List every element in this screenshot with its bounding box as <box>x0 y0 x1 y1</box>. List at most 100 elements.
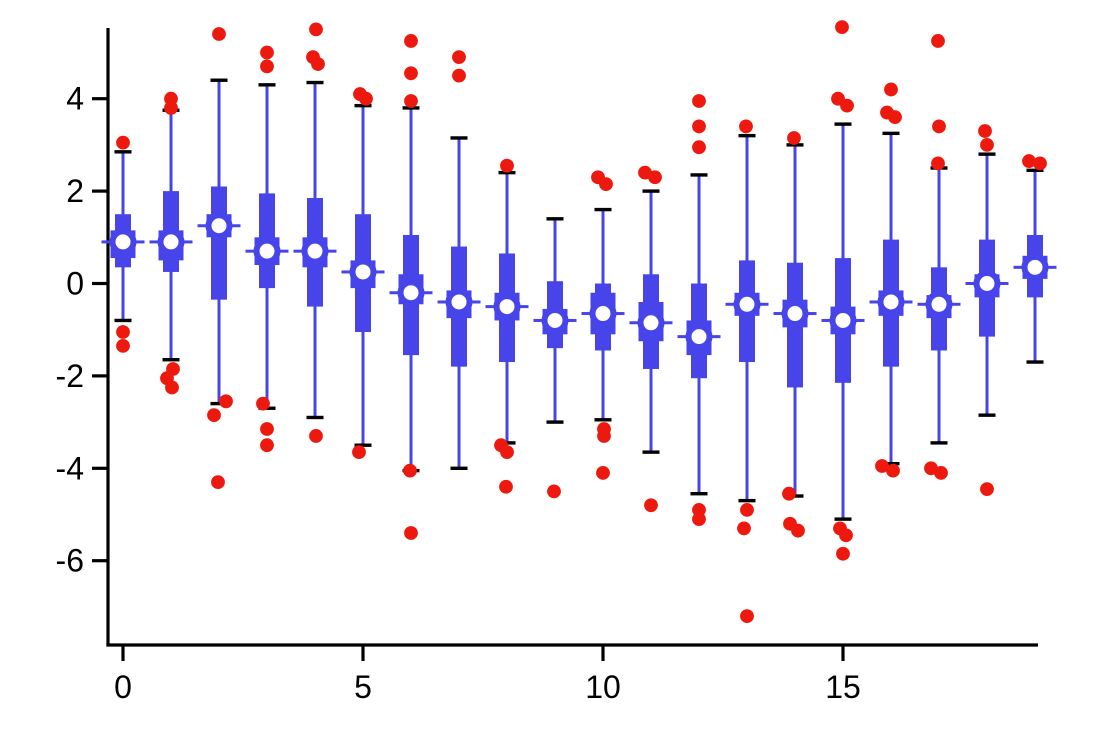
outlier-dot <box>740 609 754 624</box>
box-group-5 <box>341 103 385 447</box>
box-group-2 <box>197 78 241 406</box>
outlier-dot <box>311 57 325 71</box>
outlier-dot <box>547 484 561 499</box>
whisker-cap-bottom <box>738 498 756 503</box>
whisker-cap-bottom <box>690 492 708 496</box>
median-circle <box>493 293 521 321</box>
outlier-dot <box>260 59 274 74</box>
whisker-cap-bottom <box>162 358 180 362</box>
outlier-dot <box>980 138 994 152</box>
outlier-dot <box>404 526 418 540</box>
box-group-11 <box>629 189 673 454</box>
outlier-dot <box>260 45 274 60</box>
whisker-cap-top <box>738 133 756 138</box>
whisker-cap-bottom <box>642 450 660 454</box>
outlier-dot <box>886 463 900 478</box>
outlier-dot <box>884 82 898 97</box>
outlier-dot <box>932 119 946 134</box>
median-circle <box>829 306 857 334</box>
whisker-cap-top <box>594 207 612 212</box>
whisker-cap-bottom <box>546 420 564 424</box>
median-circle <box>973 270 1001 297</box>
box-group-19 <box>1013 168 1057 364</box>
whisker-cap-bottom <box>834 517 852 521</box>
whisker-cap-top <box>546 217 564 221</box>
outlier-dot <box>740 502 754 517</box>
x-tick-label: 5 <box>354 669 372 705</box>
outlier-dot <box>260 438 274 453</box>
outlier-dot <box>737 521 751 536</box>
whisker-cap-top <box>882 131 900 136</box>
whisker-cap-bottom <box>210 401 228 406</box>
outlier-dot <box>404 66 418 81</box>
outlier-dot <box>403 463 417 478</box>
box-group-3 <box>245 83 289 410</box>
y-tick-label: 0 <box>66 266 84 302</box>
outlier-dot <box>260 422 274 436</box>
median-circle <box>157 228 185 256</box>
y-tick-label: -2 <box>56 358 84 394</box>
outlier-dot <box>500 158 514 173</box>
box-group-17 <box>917 166 961 445</box>
outlier-dot <box>836 546 850 561</box>
whisker-cap-top <box>786 143 804 147</box>
median-circle <box>109 228 137 256</box>
whisker-cap-bottom <box>306 415 324 420</box>
outlier-dot <box>839 528 853 543</box>
y-tick-label: -6 <box>56 543 84 579</box>
outlier-dot <box>256 396 270 411</box>
outlier-dot <box>875 459 889 473</box>
whisker-cap-top <box>306 80 324 85</box>
outlier-dot <box>888 110 902 125</box>
y-tick-label: 4 <box>66 81 84 117</box>
outlier-dot <box>352 445 366 460</box>
outlier-dot <box>791 523 805 538</box>
median-circle <box>1021 253 1049 281</box>
outlier-dot <box>500 445 514 460</box>
x-tick-label: 15 <box>825 669 861 705</box>
outlier-dot <box>359 91 373 106</box>
whisker-cap-top <box>978 152 996 156</box>
whisker-cap-bottom <box>1026 360 1044 364</box>
box-group-14 <box>773 143 817 498</box>
whisker-cap-bottom <box>114 318 132 323</box>
box-group-15 <box>821 122 865 521</box>
whisker-cap-top <box>642 189 660 193</box>
whisker-cap-bottom <box>354 443 372 447</box>
outlier-dot <box>648 170 662 185</box>
outlier-dot <box>840 98 854 113</box>
box-series <box>101 78 1057 521</box>
outlier-dot <box>211 475 225 490</box>
median-circle <box>589 300 617 328</box>
outlier-dot <box>116 325 130 339</box>
outlier-dot <box>452 50 466 65</box>
outlier-dot <box>164 101 178 115</box>
outlier-dot <box>116 135 130 150</box>
outlier-dot <box>219 394 233 409</box>
outlier-dot <box>165 380 179 395</box>
outlier-dot <box>116 338 130 353</box>
outlier-dot <box>739 119 753 134</box>
outlier-dot <box>835 20 849 34</box>
box-group-16 <box>869 131 913 466</box>
outlier-dot <box>692 119 706 134</box>
outlier-dot <box>644 498 658 513</box>
outlier-dot <box>787 131 801 145</box>
outlier-dot <box>980 482 994 496</box>
box-group-7 <box>437 136 481 470</box>
x-tick-label: 10 <box>585 669 621 705</box>
outlier-dot <box>207 408 221 423</box>
iqr-box <box>211 186 227 300</box>
whisker-cap-top <box>450 136 468 140</box>
outlier-dot <box>782 486 796 501</box>
box-group-10 <box>581 207 625 422</box>
box-group-8 <box>485 170 529 445</box>
whisker-cap-top <box>258 83 276 87</box>
box-group-9 <box>533 217 577 424</box>
median-circle <box>397 279 425 307</box>
whisker-cap-top <box>210 78 228 82</box>
whisker-cap-top <box>114 150 132 154</box>
median-circle <box>301 237 329 265</box>
whisker-cap-top <box>834 122 852 126</box>
